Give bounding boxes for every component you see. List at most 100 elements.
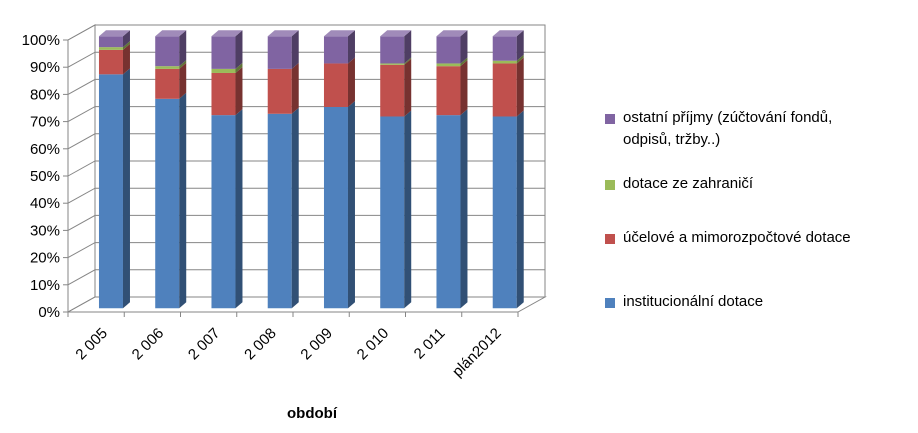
bar-front bbox=[436, 63, 461, 67]
bar-segment bbox=[267, 30, 299, 69]
bar-segment bbox=[436, 30, 468, 64]
bar-front bbox=[380, 36, 405, 64]
bar-segment bbox=[380, 110, 412, 309]
y-axis-ticks: 0% 10% 20% 30% 40% 50% 60% 70% 80% 90% 100% bbox=[22, 32, 69, 321]
y-tick-label: 10% bbox=[30, 277, 60, 294]
bar-segment bbox=[98, 43, 130, 75]
legend-label: účelové a mimorozpočtové dotace bbox=[623, 227, 851, 249]
y-tick-label: 90% bbox=[30, 59, 60, 76]
bar-front bbox=[436, 115, 461, 309]
legend-swatch bbox=[605, 234, 615, 244]
bar-side bbox=[179, 30, 187, 67]
bar-side bbox=[122, 43, 130, 75]
y-tick-label: 40% bbox=[30, 195, 60, 212]
bar-front bbox=[267, 113, 292, 309]
bar-segment bbox=[211, 30, 243, 69]
y-tick-label: 30% bbox=[30, 222, 60, 239]
bar-side bbox=[179, 92, 187, 309]
bar-front bbox=[380, 116, 405, 309]
bar-segment bbox=[492, 110, 524, 309]
y-tick-label: 0% bbox=[38, 304, 60, 321]
legend-swatch bbox=[605, 298, 615, 308]
gridline bbox=[67, 133, 545, 150]
bar-front bbox=[155, 98, 180, 309]
bar-side bbox=[235, 66, 243, 116]
bars bbox=[98, 30, 524, 309]
bar-front bbox=[323, 36, 348, 64]
bar-side bbox=[404, 30, 412, 64]
bar-side bbox=[122, 41, 130, 50]
bar-front bbox=[155, 36, 180, 67]
bar-top bbox=[323, 30, 355, 37]
legend-swatch bbox=[605, 114, 615, 124]
gridline bbox=[67, 269, 545, 286]
legend-label-line: účelové a mimorozpočtové dotace bbox=[623, 229, 851, 246]
bar-side bbox=[291, 107, 299, 309]
x-tick-label: 2 006 bbox=[129, 325, 168, 364]
bar-front bbox=[380, 64, 405, 117]
bar-segment bbox=[323, 30, 355, 64]
gridline bbox=[67, 242, 545, 259]
x-tick-label: 2 010 bbox=[354, 325, 393, 364]
bar-side bbox=[516, 57, 524, 117]
bar-segment bbox=[98, 30, 130, 48]
bar-side bbox=[235, 30, 243, 69]
x-tick-label: plán2012 bbox=[449, 325, 505, 381]
x-tick-label: 2 007 bbox=[185, 325, 224, 364]
legend-label-line: ostatní příjmy (zúčtování fondů, bbox=[623, 109, 833, 126]
y-tick-label: 60% bbox=[30, 141, 60, 158]
floor bbox=[66, 296, 547, 313]
bar-side bbox=[516, 110, 524, 309]
bar-front bbox=[211, 72, 236, 116]
legend-label: ostatní příjmy (zúčtování fondů, odpisů, … bbox=[623, 107, 832, 151]
bar-segment bbox=[436, 109, 468, 309]
bar-side bbox=[122, 68, 130, 309]
bar-side bbox=[122, 30, 130, 48]
bar-side bbox=[291, 30, 299, 69]
bar-segment bbox=[155, 60, 187, 69]
bar-segment bbox=[155, 30, 187, 67]
legend-label-line: odpisů, tržby..) bbox=[623, 131, 721, 148]
legend-item: dotace ze zahraničí bbox=[605, 173, 753, 195]
x-tick-label: 2 011 bbox=[411, 325, 449, 363]
bar-side bbox=[516, 30, 524, 61]
bar-segment bbox=[323, 100, 355, 309]
bar-segment bbox=[211, 66, 243, 116]
bar-front bbox=[155, 68, 180, 99]
bar-side bbox=[179, 62, 187, 99]
bar-segment bbox=[267, 107, 299, 309]
legend-label: institucionální dotace bbox=[623, 291, 763, 313]
bar-side bbox=[235, 109, 243, 309]
bar-front bbox=[98, 47, 123, 50]
bar-side bbox=[347, 30, 355, 64]
legend-item: účelové a mimorozpočtové dotace bbox=[605, 227, 851, 249]
bar-segment bbox=[380, 57, 412, 65]
bar-front bbox=[436, 66, 461, 116]
gridline bbox=[67, 187, 545, 204]
bar-segment bbox=[380, 30, 412, 64]
bar-top bbox=[492, 30, 524, 37]
bar-segment bbox=[323, 57, 355, 107]
bar-segment bbox=[155, 92, 187, 309]
x-tick-label: 2 005 bbox=[72, 325, 111, 364]
bar-side bbox=[404, 58, 412, 117]
x-tick-label: 2 008 bbox=[241, 325, 280, 364]
gridline bbox=[67, 78, 545, 95]
y-tick-label: 100% bbox=[22, 32, 60, 49]
legend-item: ostatní příjmy (zúčtování fondů, odpisů, … bbox=[605, 107, 832, 151]
bar-side bbox=[460, 57, 468, 67]
bar-segment bbox=[492, 30, 524, 61]
bar-segment bbox=[492, 57, 524, 117]
bar-segment bbox=[436, 57, 468, 67]
bar-front bbox=[267, 36, 292, 69]
bar-front bbox=[492, 63, 517, 117]
x-axis-ticks: 2 005 2 006 2 007 2 008 2 009 2 010 2 011 plán2… bbox=[67, 311, 519, 381]
legend-label-line: dotace ze zahraničí bbox=[623, 175, 754, 192]
legend-label: dotace ze zahraničí bbox=[623, 173, 753, 195]
bar-side bbox=[235, 62, 243, 73]
bar-front bbox=[98, 49, 123, 75]
bar-side bbox=[516, 54, 524, 64]
gridline bbox=[67, 24, 545, 41]
bar-side bbox=[460, 109, 468, 309]
